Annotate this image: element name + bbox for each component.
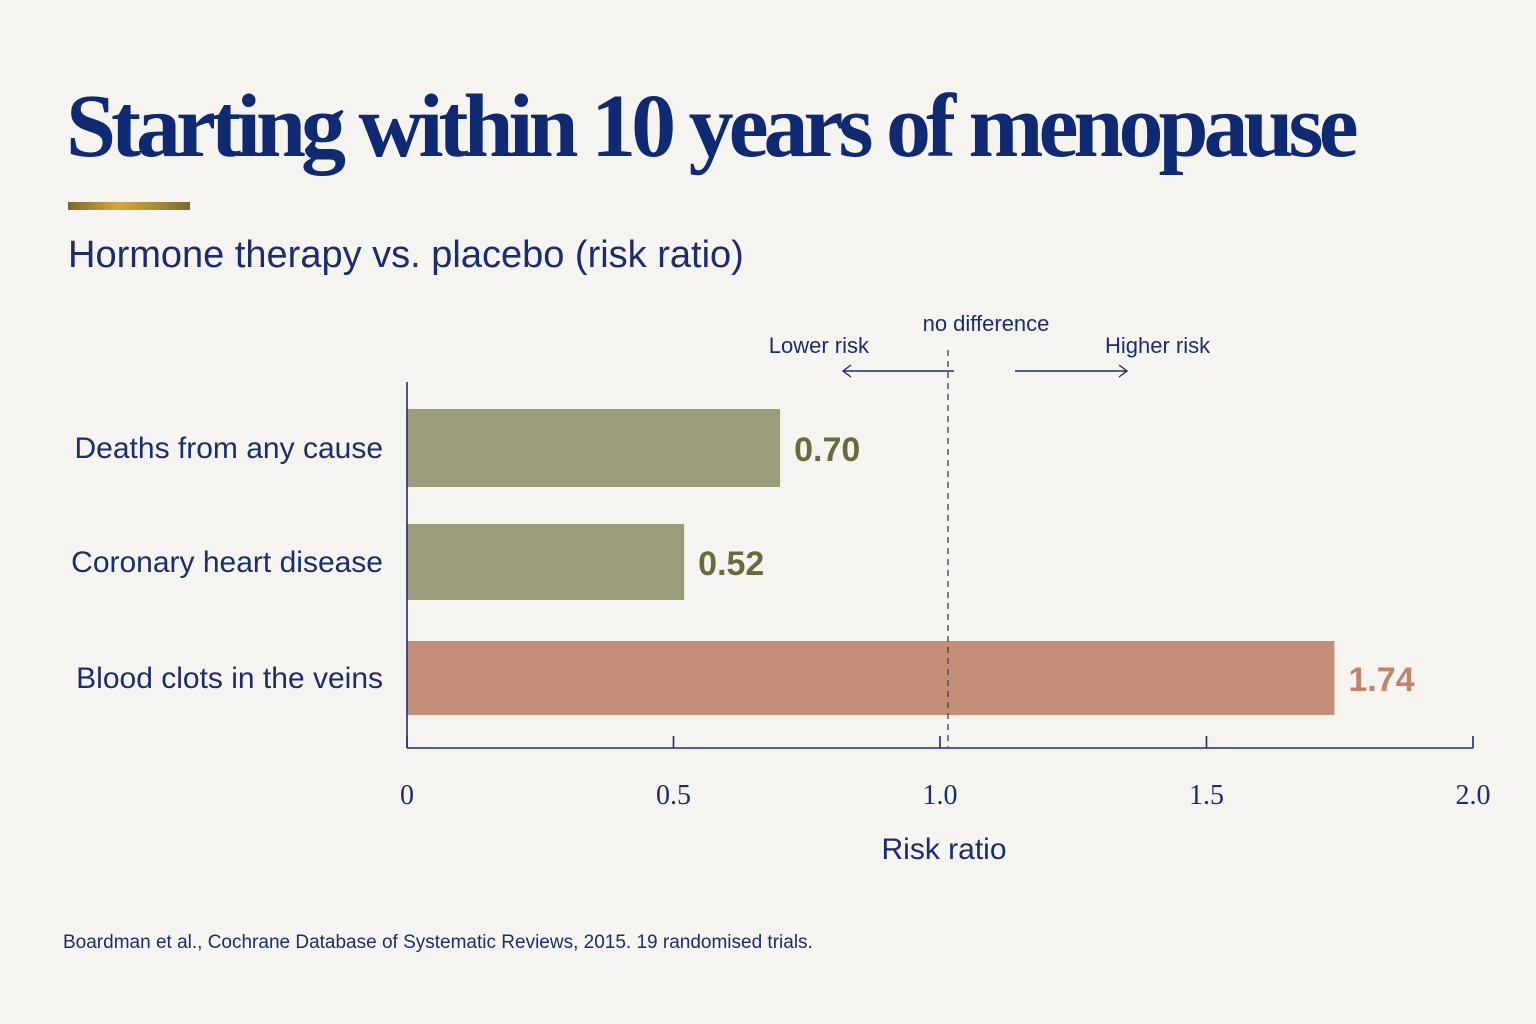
x-tick-label-1: 0: [400, 780, 414, 811]
chart-title: Starting within 10 years of menopause: [66, 77, 1359, 176]
value-label-3: 1.74: [1348, 661, 1414, 699]
bar-1: [407, 409, 781, 487]
x-tick-label-3: 1.0: [923, 780, 958, 811]
x-tick-label-2: 0.5: [656, 780, 691, 811]
title-accent-bar: [68, 202, 190, 210]
bar-2: [407, 524, 685, 600]
lower-risk-arrow: [841, 364, 954, 378]
higher-risk-arrow: [1015, 364, 1129, 378]
higher-risk-label: Higher risk: [1105, 333, 1211, 358]
x-axis-title: Risk ratio: [881, 833, 1006, 866]
category-label-2: Coronary heart disease: [71, 546, 383, 579]
lower-risk-label: Lower risk: [769, 333, 870, 358]
source-citation: Boardman et al., Cochrane Database of Sy…: [63, 932, 813, 953]
value-label-1: 0.70: [794, 431, 860, 469]
category-label-3: Blood clots in the veins: [76, 662, 383, 695]
x-tick-label-4: 1.5: [1189, 780, 1224, 811]
x-tick-label-5: 2.0: [1456, 780, 1491, 811]
chart-subtitle: Hormone therapy vs. placebo (risk ratio): [68, 234, 744, 276]
bar-3: [407, 641, 1335, 715]
value-label-2: 0.52: [698, 545, 764, 583]
category-label-1: Deaths from any cause: [75, 432, 383, 465]
reference-line-label: no difference: [923, 311, 1050, 336]
